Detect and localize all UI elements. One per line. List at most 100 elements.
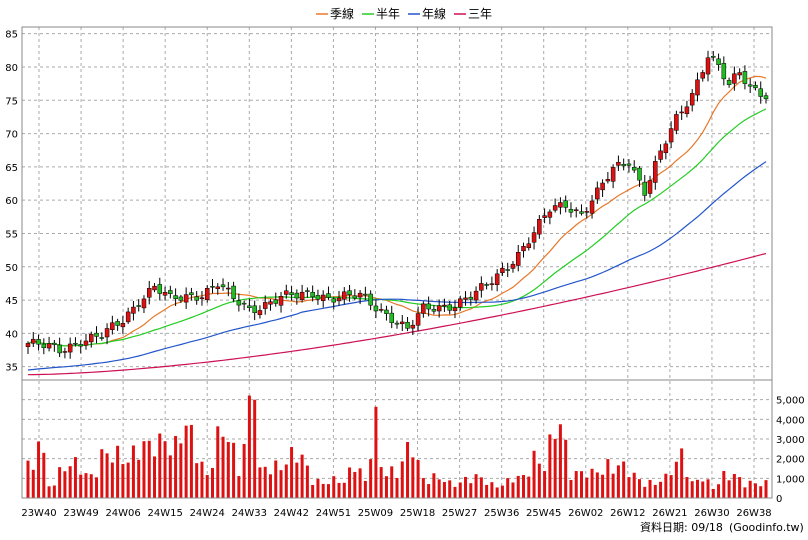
- volume-bar: [627, 477, 631, 498]
- price-tick-label: 65: [5, 163, 18, 174]
- volume-bar: [353, 471, 357, 498]
- candle-body: [747, 84, 753, 87]
- candle-body: [605, 179, 611, 182]
- candle-body: [67, 343, 73, 353]
- volume-bar: [432, 473, 436, 498]
- price-candles: [25, 50, 769, 359]
- volume-bar: [121, 464, 125, 498]
- volume-bar: [258, 467, 262, 498]
- volume-bar: [58, 467, 62, 498]
- candle-body: [152, 285, 157, 291]
- candle-body: [357, 292, 363, 298]
- volume-bar: [142, 441, 146, 498]
- volume-bar: [522, 475, 526, 498]
- volume-bar: [47, 486, 51, 498]
- candle-body: [284, 290, 289, 295]
- candle-body: [141, 298, 147, 309]
- volume-bar: [26, 460, 30, 498]
- volume-bar: [237, 476, 241, 498]
- volume-bar: [653, 484, 657, 498]
- volume-bar: [110, 462, 114, 498]
- candle-body: [515, 252, 521, 266]
- candle-body: [273, 299, 279, 304]
- volume-bar: [543, 471, 547, 498]
- candle-body: [410, 324, 416, 329]
- volume-bar: [706, 479, 710, 498]
- candle-body: [115, 321, 120, 326]
- candle-body: [120, 323, 126, 328]
- candle-body: [173, 295, 178, 300]
- volume-bar: [748, 480, 752, 498]
- price-tick-label: 45: [5, 296, 18, 307]
- volume-bar: [131, 445, 135, 498]
- candle-body: [705, 57, 711, 75]
- candle-body: [378, 309, 384, 311]
- ma-line-year: [27, 161, 767, 371]
- candle-body: [663, 143, 669, 154]
- price-tick-label: 50: [5, 263, 18, 274]
- candle-body: [616, 161, 621, 166]
- volume-bars: [26, 395, 768, 498]
- candle-body: [653, 161, 658, 183]
- date-tick-label: 26W12: [610, 508, 645, 519]
- volume-bar: [211, 468, 214, 498]
- volume-tick-label: 3,000: [776, 435, 805, 446]
- volume-bar: [205, 475, 209, 498]
- candle-body: [125, 311, 131, 323]
- date-tick-label: 25W27: [442, 508, 477, 519]
- candle-body: [542, 215, 547, 218]
- candle-body: [220, 284, 226, 288]
- volume-bar: [685, 477, 689, 498]
- volume-bar: [622, 461, 626, 498]
- volume-bar: [311, 484, 315, 498]
- volume-bar: [516, 475, 520, 498]
- volume-bar: [242, 443, 246, 498]
- volume-bar: [184, 425, 188, 498]
- candle-body: [46, 343, 52, 349]
- candle-body: [721, 63, 727, 80]
- price-tick-label: 85: [5, 30, 18, 41]
- volume-bar: [363, 480, 367, 498]
- candle-body: [299, 291, 305, 300]
- volume-bar: [474, 474, 478, 498]
- ma-line-half-year: [27, 108, 767, 347]
- volume-bar: [174, 436, 178, 498]
- volume-bar: [295, 462, 299, 498]
- volume-bar: [137, 459, 141, 498]
- candle-body: [726, 79, 732, 85]
- candle-body: [36, 339, 41, 345]
- candle-body: [189, 292, 194, 296]
- volume-bar: [268, 474, 272, 498]
- volume-bar: [290, 447, 294, 498]
- volume-bar: [632, 472, 636, 498]
- volume-bar: [753, 483, 757, 498]
- candle-body: [394, 322, 400, 325]
- date-tick-label: 24W24: [190, 508, 225, 519]
- volume-bar: [759, 486, 763, 498]
- volume-bar: [358, 468, 362, 498]
- volume-bar: [189, 424, 193, 498]
- volume-bar: [337, 482, 341, 498]
- candle-body: [642, 181, 648, 196]
- volume-bar: [732, 473, 736, 498]
- volume-bar: [448, 480, 452, 498]
- volume-bar: [37, 441, 41, 498]
- candle-body: [146, 287, 152, 298]
- candle-body: [315, 295, 321, 300]
- candle-body: [600, 182, 605, 191]
- legend-label-three-year: 三年: [468, 7, 492, 21]
- volume-bar: [63, 471, 67, 498]
- candle-body: [426, 303, 431, 310]
- candle-body: [278, 296, 284, 306]
- candle-body: [41, 343, 47, 348]
- volume-bar: [279, 470, 283, 498]
- price-axis: 35 40 45 50 55 60 65 70 75 80 85: [5, 30, 18, 374]
- volume-axis: 0 1,000 2,000 3,000 4,000 5,000: [776, 396, 805, 505]
- candle-body: [336, 297, 342, 302]
- volume-bar: [743, 487, 747, 498]
- volume-bar: [500, 485, 504, 498]
- volume-bar: [711, 488, 715, 498]
- volume-bar: [637, 479, 641, 498]
- volume-tick-label: 0: [776, 494, 782, 505]
- volume-bar: [52, 485, 56, 498]
